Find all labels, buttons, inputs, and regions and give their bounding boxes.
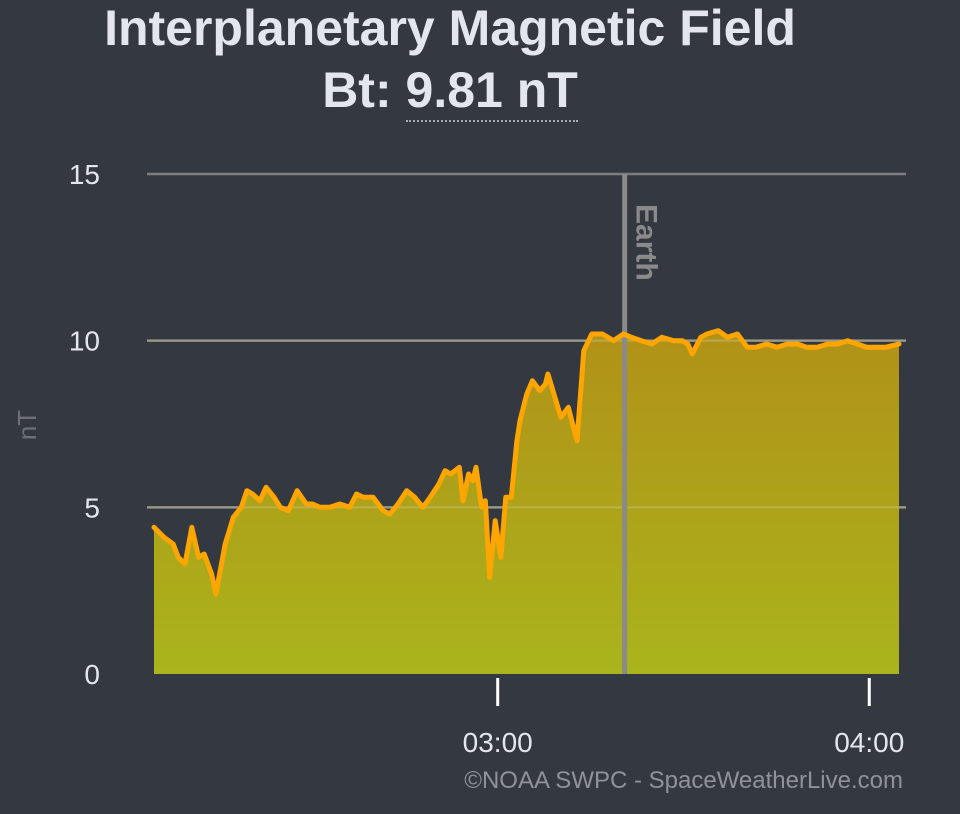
y-tick-label: 0 [84,659,100,690]
y-tick-label: 15 [69,159,100,190]
series-area-fill [154,330,899,674]
y-tick-label: 5 [84,492,100,523]
earth-marker: Earth [622,174,663,674]
bt-value[interactable]: 9.81 nT [405,62,578,122]
series-line [151,328,902,597]
x-tick-label: 03:00 [463,727,533,758]
y-axis-title: nT [12,410,42,440]
bt-label: Bt: [322,62,392,118]
series-area [147,330,906,674]
x-tick-label: 04:00 [834,727,904,758]
series-line-group [151,328,902,597]
axes: 0 5 10 15 03:00 04:00 [69,159,904,758]
y-tick-label: 10 [69,326,100,357]
credit-text[interactable]: ©NOAA SWPC - SpaceWeatherLive.com [464,767,903,794]
bt-readout: Bt: 9.81 nT [0,62,900,122]
chart-title: Interplanetary Magnetic Field [104,0,796,56]
earth-marker-label: Earth [630,204,663,281]
